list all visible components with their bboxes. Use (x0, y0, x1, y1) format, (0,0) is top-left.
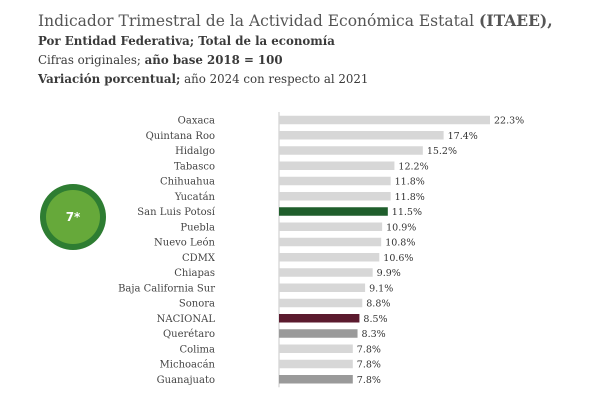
title-main: Indicador Trimestral de la Actividad Eco… (38, 12, 475, 30)
rank-badge-label: 7* (46, 190, 100, 244)
bar (279, 314, 360, 323)
bar (279, 375, 353, 384)
category-label: Querétaro (163, 329, 215, 340)
data-label: 7.8% (357, 375, 381, 386)
data-label: 9.1% (369, 283, 393, 294)
category-label: Oaxaca (178, 116, 215, 127)
data-label: 22.3% (494, 116, 524, 127)
note-base-bold: año base 2018 = 100 (144, 53, 283, 67)
bar (279, 146, 423, 155)
bar (279, 237, 382, 247)
note-variation-text: año 2024 con respecto al 2021 (180, 72, 369, 86)
chart-title: Indicador Trimestral de la Actividad Eco… (38, 10, 583, 32)
category-label: Hidalgo (175, 146, 215, 157)
data-label: 10.8% (385, 238, 415, 249)
bar (279, 359, 353, 369)
chart-title-block: Indicador Trimestral de la Actividad Eco… (38, 10, 583, 89)
chart-note-variation: Variación porcentual; año 2024 con respe… (38, 70, 583, 89)
data-label: 10.6% (383, 253, 413, 264)
data-label: 10.9% (386, 222, 416, 233)
category-label: Sonora (179, 299, 215, 310)
bar (279, 329, 358, 338)
bar (279, 207, 388, 216)
category-label: Puebla (180, 222, 215, 233)
data-label: 8.8% (366, 299, 390, 310)
category-label: Baja California Sur (118, 283, 215, 294)
data-label: 12.2% (398, 161, 428, 172)
data-label: 11.8% (395, 177, 425, 188)
bar (279, 298, 363, 308)
data-label: 17.4% (448, 131, 478, 142)
bar (279, 192, 391, 201)
bar (279, 222, 383, 231)
category-label: Chiapas (174, 268, 215, 279)
data-label: 15.2% (427, 146, 457, 157)
bar (279, 131, 444, 140)
data-label: 7.8% (357, 360, 381, 371)
bar (279, 115, 490, 125)
title-bold: (ITAEE), (478, 11, 553, 30)
category-label: Colima (179, 344, 215, 355)
note-variation-bold: Variación porcentual; (38, 72, 181, 86)
bar (279, 176, 391, 186)
category-label: Nuevo León (154, 238, 216, 249)
category-label: Tabasco (174, 161, 215, 172)
bar (279, 253, 380, 262)
category-label: Michoacán (160, 360, 216, 371)
bar (279, 268, 373, 277)
category-label: Quintana Roo (146, 131, 215, 142)
note-base-text: Cifras originales; (38, 53, 145, 67)
data-label: 11.5% (392, 207, 422, 218)
data-label: 8.5% (363, 314, 387, 325)
rank-badge: 7* (40, 184, 106, 250)
bar (279, 344, 353, 353)
category-label: Chihuahua (160, 177, 215, 188)
category-label: Yucatán (174, 192, 216, 203)
data-label: 7.8% (357, 344, 381, 355)
chart-note-base: Cifras originales; año base 2018 = 100 (38, 51, 583, 70)
data-label: 8.3% (362, 329, 386, 340)
category-label: Guanajuato (157, 375, 215, 386)
chart-subtitle: Por Entidad Federativa; Total de la econ… (38, 34, 335, 48)
category-label: San Luis Potosí (137, 207, 216, 218)
bar (279, 161, 395, 170)
data-label: 11.8% (395, 192, 425, 203)
bar (279, 283, 366, 292)
data-label: 9.9% (377, 268, 401, 279)
category-label: NACIONAL (157, 314, 216, 325)
category-label: CDMX (182, 253, 216, 264)
